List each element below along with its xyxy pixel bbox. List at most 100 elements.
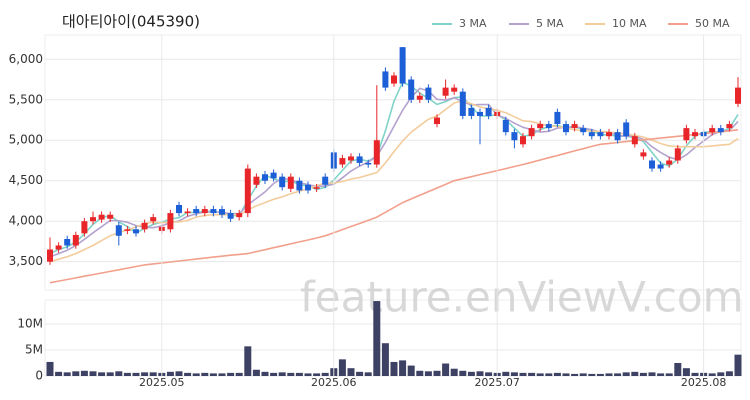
candle-body	[296, 180, 303, 191]
volume-bar	[596, 373, 604, 376]
candle-body	[451, 87, 458, 92]
candle-body	[537, 124, 544, 129]
volume-bar	[252, 369, 260, 376]
candle-body	[726, 124, 733, 129]
candle-body	[382, 71, 389, 88]
candle-body	[201, 209, 208, 214]
y-tick-label: 0	[35, 369, 43, 383]
candle-body	[571, 124, 578, 129]
candle-body	[606, 132, 612, 137]
candle-body	[528, 128, 535, 137]
candle-body	[563, 124, 569, 133]
volume-bar	[553, 372, 561, 376]
volume-bar	[725, 371, 733, 376]
candle-body	[545, 124, 552, 129]
volume-bar	[519, 372, 527, 376]
volume-bar	[356, 371, 364, 376]
volume-bar	[235, 372, 243, 376]
candle-body	[468, 107, 475, 116]
candle-body	[348, 156, 354, 161]
volume-bar	[485, 372, 493, 376]
candle-body	[72, 234, 79, 246]
legend-label: 50 MA	[695, 17, 730, 30]
volume-bar	[313, 373, 321, 376]
candle-body	[640, 152, 647, 157]
candle-body	[219, 209, 225, 215]
candle-body	[339, 158, 346, 165]
volume-bar	[123, 372, 131, 376]
volume-bar	[149, 372, 157, 376]
volume-bar	[390, 361, 398, 376]
candle-body	[554, 111, 561, 125]
volume-bar	[106, 372, 114, 376]
candle-body	[580, 128, 587, 133]
volume-bar	[622, 372, 630, 376]
legend-label: 5 MA	[536, 17, 564, 30]
candle-body	[133, 229, 139, 234]
candle-body	[210, 209, 217, 214]
volume-bar	[674, 362, 682, 376]
volume-bar	[708, 373, 716, 376]
candle-body	[588, 132, 595, 137]
volume-bar	[98, 372, 106, 376]
candle-body	[305, 184, 311, 191]
volume-bar	[166, 371, 174, 376]
y-tick-label: 5M	[25, 342, 43, 356]
legend-label: 3 MA	[459, 17, 487, 30]
candle-body	[631, 136, 638, 145]
volume-bar	[571, 373, 579, 376]
volume-bar	[261, 371, 269, 376]
candle-body	[477, 111, 483, 116]
candle-body	[520, 136, 526, 145]
volume-bar	[614, 373, 622, 376]
candle-body	[193, 209, 200, 214]
candle-body	[141, 222, 148, 230]
candle-body	[657, 164, 664, 169]
volume-bar	[184, 372, 192, 376]
volume-bar	[46, 361, 54, 376]
volume-bar	[631, 371, 639, 376]
price-panel	[44, 34, 742, 291]
volume-bar	[682, 368, 690, 376]
x-tick-label: 2025.05	[139, 376, 185, 389]
volume-bar	[450, 368, 458, 376]
volume-bar	[295, 372, 303, 376]
x-tick-label: 2025.06	[311, 376, 357, 389]
volume-bar	[287, 372, 295, 376]
volume-bar	[80, 370, 88, 376]
volume-bar	[72, 371, 80, 376]
volume-bar	[579, 373, 587, 376]
y-tick-label: 4,500	[9, 173, 43, 187]
candle-body	[511, 132, 518, 141]
chart-title: 대아티아이(045390)	[62, 13, 200, 31]
candle-body	[399, 47, 406, 84]
candle-body	[313, 187, 320, 189]
x-tick-label: 2025.07	[474, 376, 520, 389]
candle-body	[683, 128, 690, 141]
volume-bar	[141, 372, 149, 376]
volume-bar	[115, 371, 123, 376]
candle-body	[107, 214, 114, 219]
volume-bar	[442, 363, 450, 376]
candle-body	[236, 213, 243, 218]
volume-bar	[502, 371, 510, 376]
candle-body	[442, 87, 449, 96]
volume-bar	[399, 360, 407, 376]
candle-body	[416, 95, 423, 100]
candle-body	[434, 117, 440, 125]
legend-label: 10 MA	[612, 17, 647, 30]
ma-line	[49, 128, 739, 284]
candle-body	[502, 120, 509, 133]
volume-bar	[132, 372, 140, 376]
candle-body	[674, 148, 681, 161]
candle-body	[279, 176, 286, 188]
volume-bar	[424, 371, 432, 376]
x-tick-label: 2025.08	[681, 376, 727, 389]
candle-body	[614, 132, 621, 141]
candle-body	[287, 176, 294, 189]
candle-body	[64, 239, 71, 246]
y-tick-label: 4,000	[9, 214, 43, 228]
candle-body	[184, 211, 191, 214]
volume-bar	[605, 373, 613, 376]
